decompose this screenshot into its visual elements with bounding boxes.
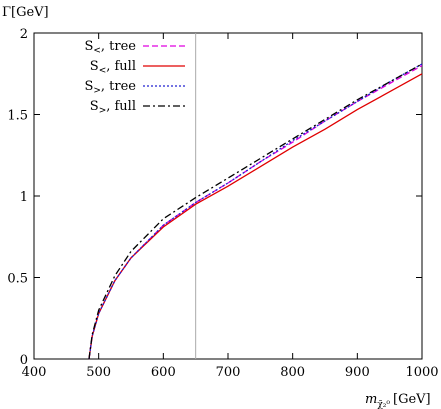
series-line-2: [88, 73, 423, 360]
tick-labels: 400 500 600 700 800 900 1000 0 0.5 1 1.5 2: [7, 27, 438, 380]
x-tick-label: 500: [86, 365, 111, 380]
x-axis-title-main: m: [365, 392, 377, 407]
x-axis-title-sub: χ̃₂⁰: [377, 399, 390, 409]
x-tick-label: 1000: [405, 365, 438, 380]
series-layer: [88, 63, 423, 360]
y-tick-label: 2: [20, 27, 28, 42]
ticks: [33, 32, 423, 360]
x-axis-title: mχ̃₂⁰ [GeV]: [365, 392, 431, 409]
y-axis-title: Γ[GeV]: [2, 5, 49, 20]
x-tick-label: 800: [280, 365, 305, 380]
legend-label-2: S<, full: [90, 59, 136, 76]
legend-label-4: S>, full: [90, 99, 136, 116]
legend-label-3: S>, tree: [84, 79, 136, 96]
y-tick-label: 0: [20, 353, 28, 368]
legend-label-1: S<, tree: [84, 39, 136, 56]
y-tick-label: 1: [20, 190, 28, 205]
y-tick-label: 0.5: [7, 272, 28, 287]
x-tick-label: 600: [151, 365, 176, 380]
y-tick-label: 1.5: [7, 109, 28, 124]
series-line-4: [88, 63, 423, 360]
x-tick-label: 700: [216, 365, 241, 380]
series-line-3: [88, 63, 423, 360]
x-tick-label: 900: [345, 365, 370, 380]
x-axis-title-unit: [GeV]: [393, 392, 431, 407]
legend: S<, tree S<, full S>, tree S>, full: [84, 39, 185, 116]
series-line-1: [88, 65, 423, 360]
x-tick-label: 400: [22, 365, 47, 380]
